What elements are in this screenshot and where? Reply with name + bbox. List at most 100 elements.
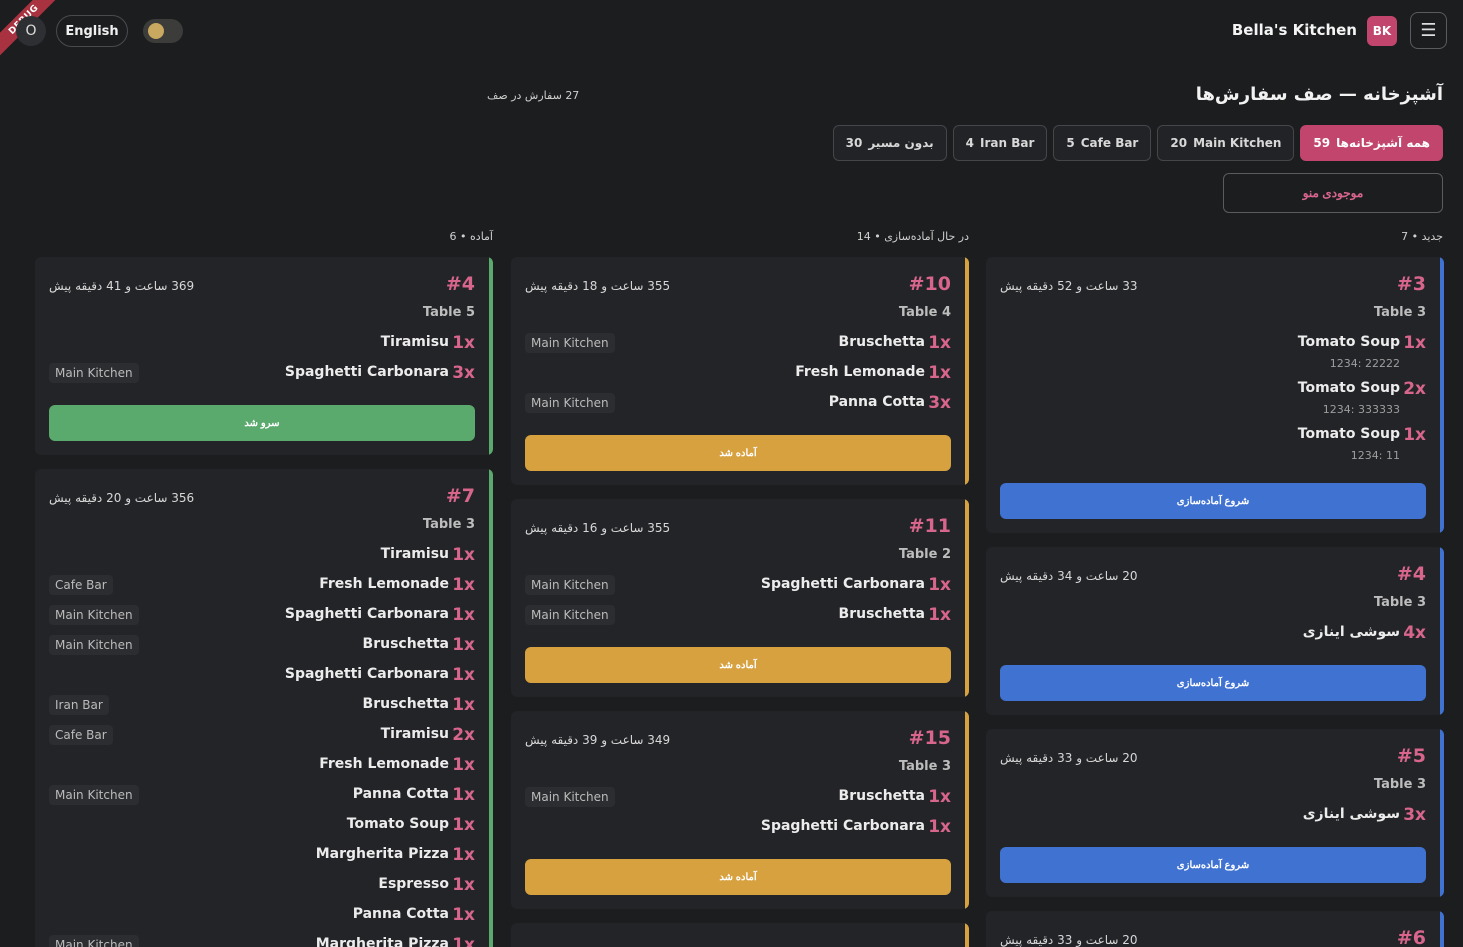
filter-iran-bar[interactable]: 4 Iran Bar [952, 125, 1048, 161]
item-name: Margherita Pizza [315, 846, 449, 862]
column-header-ready: آماده • 6 [449, 230, 493, 243]
filter-cafe-bar[interactable]: 5 Cafe Bar [1053, 125, 1152, 161]
order-card[interactable] [511, 923, 969, 947]
item-name: Tiramisu [380, 546, 449, 562]
start-preparing-button[interactable]: شروع آماده‌سازی [1000, 483, 1426, 519]
order-card[interactable]: #5 20 ساعت و 33 دقیقه پیش Table 3 3x سوش… [986, 729, 1444, 897]
order-number: #3 [1396, 273, 1426, 295]
filter-main-kitchen[interactable]: 20 Main Kitchen [1157, 125, 1295, 161]
order-table: Table 2 [898, 547, 951, 562]
item-qty: 1x [452, 665, 475, 685]
circle-button-label: O [25, 23, 37, 39]
order-table: Table 4 [898, 305, 951, 320]
order-card[interactable]: #11 355 ساعت و 16 دقیقه پیش Table 2 1x S… [511, 499, 969, 697]
filter-count: 5 [1066, 136, 1075, 150]
page-title: آشپزخانه — صف سفارش‌ها [1195, 84, 1443, 105]
status-bar [965, 257, 969, 485]
brand-name: Bella's Kitchen [1231, 21, 1357, 39]
status-bar [1440, 547, 1444, 715]
start-preparing-button[interactable]: شروع آماده‌سازی [1000, 665, 1426, 701]
order-item: 1x Panna Cotta Main Kitchen [49, 783, 475, 807]
avatar[interactable]: BK [1367, 16, 1397, 46]
order-table: Table 5 [422, 305, 475, 320]
order-table: Table 3 [898, 759, 951, 774]
item-name: Spaghetti Carbonara [284, 606, 449, 622]
item-name: Tomato Soup [1297, 426, 1400, 442]
menu-stock-button[interactable]: موجودی منو [1223, 173, 1443, 213]
item-qty: 1x [452, 935, 475, 947]
item-name: Panna Cotta [352, 906, 449, 922]
kitchen-filters: 59 همه آشپزخانه‌ها 20 Main Kitchen 5 Caf… [832, 125, 1443, 161]
mark-served-button[interactable]: سرو شد [49, 405, 475, 441]
item-qty: 1x [452, 755, 475, 775]
item-name: Bruschetta [838, 606, 925, 622]
order-item: 3x سوشی اینازی [1000, 803, 1426, 827]
item-station: Main Kitchen [525, 787, 615, 807]
filter-label: همه آشپزخانه‌ها [1336, 136, 1430, 150]
order-item: 1x Spaghetti Carbonara [49, 663, 475, 687]
order-number: #11 [908, 515, 951, 537]
order-card[interactable]: #15 349 ساعت و 39 دقیقه پیش Table 3 1x B… [511, 711, 969, 909]
order-time: 355 ساعت و 16 دقیقه پیش [525, 521, 671, 535]
order-item: 1x Panna Cotta [49, 903, 475, 927]
start-preparing-button[interactable]: شروع آماده‌سازی [1000, 847, 1426, 883]
item-station: Main Kitchen [49, 363, 139, 383]
order-item: 3x Spaghetti Carbonara Main Kitchen [49, 361, 475, 385]
item-qty: 1x [452, 545, 475, 565]
order-item: 1x Bruschetta Main Kitchen [525, 785, 951, 809]
item-note: 1234: 22222 [1329, 357, 1400, 370]
item-name: Spaghetti Carbonara [760, 818, 925, 834]
order-time: 33 ساعت و 52 دقیقه پیش [1000, 279, 1138, 293]
item-station: Main Kitchen [525, 605, 615, 625]
item-qty: 1x [452, 815, 475, 835]
item-station: Main Kitchen [49, 785, 139, 805]
order-card[interactable]: #4 20 ساعت و 34 دقیقه پیش Table 3 4x سوش… [986, 547, 1444, 715]
item-name: Tomato Soup [346, 816, 449, 832]
item-qty: 1x [452, 605, 475, 625]
item-station: Main Kitchen [525, 575, 615, 595]
item-qty: 2x [1403, 379, 1426, 399]
item-note: 1234: 333333 [1322, 403, 1400, 416]
order-number: #4 [1396, 563, 1426, 585]
theme-toggle[interactable] [143, 19, 183, 43]
order-item: 1x Tomato Soup [49, 813, 475, 837]
item-qty: 1x [452, 875, 475, 895]
item-name: سوشی اینازی [1302, 806, 1400, 822]
filter-all-kitchens[interactable]: 59 همه آشپزخانه‌ها [1300, 125, 1443, 161]
language-button[interactable]: English [56, 15, 128, 47]
order-item: 4x سوشی اینازی [1000, 621, 1426, 645]
item-qty: 1x [928, 787, 951, 807]
circle-button[interactable]: O [16, 16, 46, 46]
status-bar [1440, 257, 1444, 533]
filter-no-route[interactable]: 30 بدون مسیر [832, 125, 947, 161]
order-card[interactable]: #3 33 ساعت و 52 دقیقه پیش Table 3 1x Tom… [986, 257, 1444, 533]
item-station: Cafe Bar [49, 575, 113, 595]
order-item: 1x Tiramisu [49, 543, 475, 567]
filter-label: Cafe Bar [1080, 136, 1139, 150]
mark-ready-button[interactable]: آماده شد [525, 435, 951, 471]
item-qty: 1x [928, 333, 951, 353]
item-qty: 1x [452, 635, 475, 655]
order-card[interactable]: #6 20 ساعت و 33 دقیقه پیش [986, 911, 1444, 947]
order-time: 349 ساعت و 39 دقیقه پیش [525, 733, 671, 747]
order-card[interactable]: #10 355 ساعت و 18 دقیقه پیش Table 4 1x B… [511, 257, 969, 485]
order-number: #7 [445, 485, 475, 507]
order-number: #5 [1396, 745, 1426, 767]
order-time: 20 ساعت و 33 دقیقه پیش [1000, 751, 1138, 765]
order-number: #15 [908, 727, 951, 749]
mark-ready-button[interactable]: آماده شد [525, 859, 951, 895]
item-qty: 2x [452, 725, 475, 745]
order-number: #4 [445, 273, 475, 295]
item-name: Fresh Lemonade [319, 576, 449, 592]
mark-ready-button[interactable]: آماده شد [525, 647, 951, 683]
order-card[interactable]: #4 369 ساعت و 41 دقیقه پیش Table 5 1x Ti… [35, 257, 493, 455]
toggle-knob [148, 23, 164, 39]
item-name: Espresso [378, 876, 449, 892]
order-item: 2x Tiramisu Cafe Bar [49, 723, 475, 747]
top-bar: DEBUG O English Bella's Kitchen BK ☰ [0, 0, 1463, 62]
hamburger-menu-button[interactable]: ☰ [1410, 12, 1447, 49]
item-name: Fresh Lemonade [795, 364, 925, 380]
order-item: 1x Fresh Lemonade Cafe Bar [49, 573, 475, 597]
order-card[interactable]: #7 356 ساعت و 20 دقیقه پیش Table 3 1x Ti… [35, 469, 493, 947]
item-station: Main Kitchen [49, 605, 139, 625]
